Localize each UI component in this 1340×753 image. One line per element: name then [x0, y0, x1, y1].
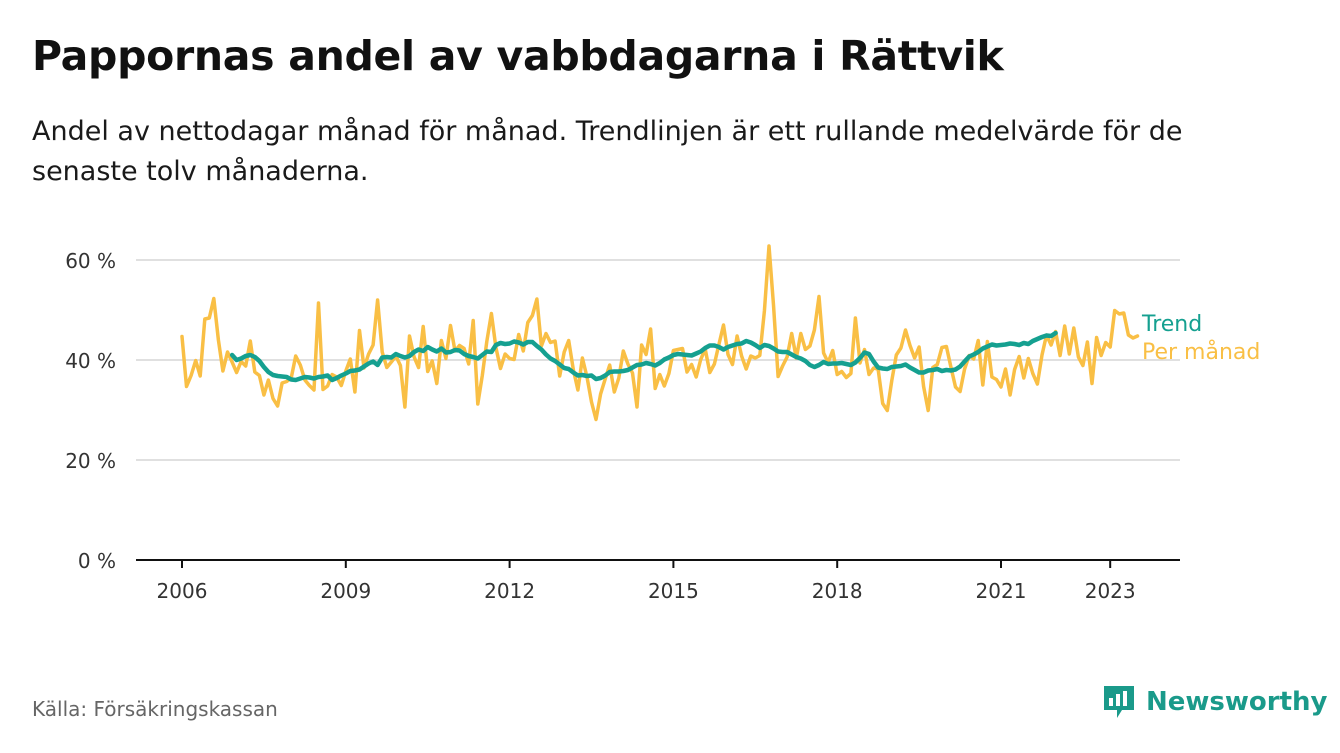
y-tick-label: 40 %: [65, 349, 116, 373]
brand-logo[interactable]: Newsworthy: [1102, 682, 1327, 722]
x-tick-label: 2021: [976, 579, 1027, 603]
gridlines: [136, 259, 1180, 461]
x-axis: 2006 2009 2012 2015 2018 2021 2023: [136, 559, 1180, 603]
newsworthy-logo-icon: [1104, 686, 1134, 718]
x-tick-label: 2012: [484, 579, 535, 603]
y-tick-label: 0 %: [78, 549, 116, 573]
x-tick-label: 2009: [320, 579, 371, 603]
series-layer: [180, 244, 1140, 422]
x-tick-label: 2006: [157, 579, 208, 603]
chart-subtitle: Andel av nettodagar månad för månad. Tre…: [32, 116, 1183, 187]
source-note: Källa: Försäkringskassan: [32, 697, 278, 721]
x-tick-label: 2015: [648, 579, 699, 603]
y-tick-label: 60 %: [65, 249, 116, 273]
brand-name: Newsworthy: [1146, 687, 1328, 717]
series-line-per-manad: [180, 244, 1140, 422]
y-axis-ticks: 0 % 20 % 40 % 60 %: [65, 249, 116, 573]
x-tick-label: 2023: [1085, 579, 1136, 603]
y-tick-label: 20 %: [65, 449, 116, 473]
series-label-trend: Trend: [1141, 312, 1202, 337]
x-tick-label: 2018: [812, 579, 863, 603]
series-label-per-manad: Per månad: [1142, 339, 1260, 365]
page-title: Pappornas andel av vabbdagarna i Rättvik: [32, 32, 1004, 80]
series-line-trend: [229, 330, 1058, 383]
